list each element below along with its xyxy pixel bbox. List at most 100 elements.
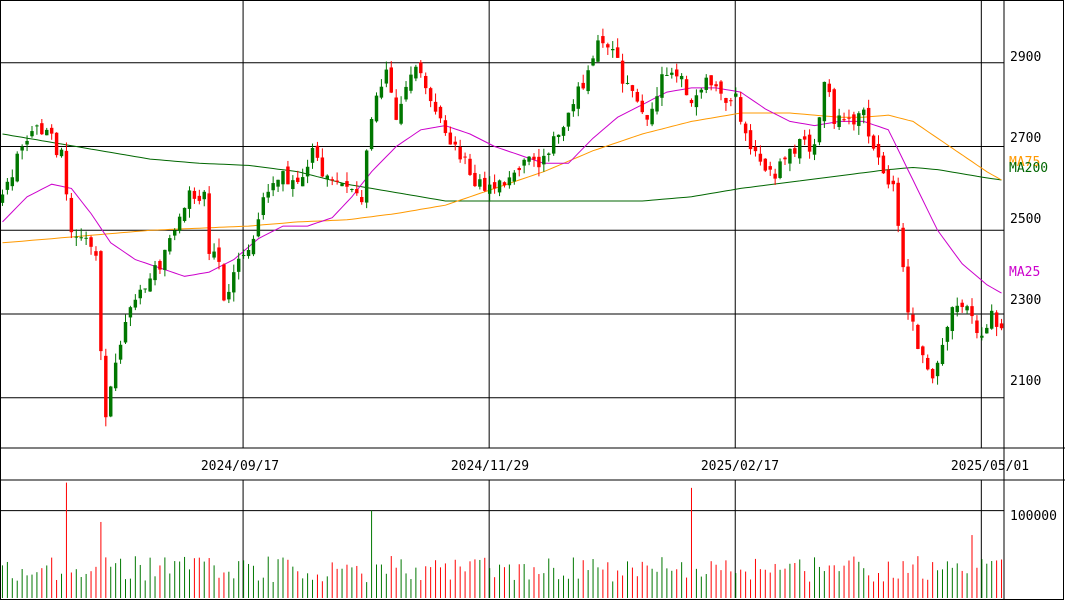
candle-body <box>123 321 128 343</box>
candle-body <box>925 357 930 370</box>
candle-body <box>271 183 275 191</box>
candle-body <box>778 161 782 178</box>
candle-body <box>192 190 197 199</box>
candle-body <box>492 182 497 189</box>
candle-body <box>168 238 172 252</box>
candle-body <box>994 312 999 327</box>
candle-body <box>812 144 817 155</box>
candle-body <box>227 291 231 300</box>
candle-body <box>276 179 280 187</box>
candle-body <box>64 150 69 195</box>
candle-body <box>876 143 881 158</box>
candle-body <box>566 112 571 127</box>
candle-body <box>163 249 167 270</box>
candle-body <box>320 157 325 177</box>
candle-body <box>980 335 984 338</box>
candle-body <box>483 177 487 191</box>
candle-body <box>502 182 507 186</box>
candle-body <box>84 237 88 239</box>
candle-body <box>857 113 861 126</box>
candle-body <box>827 83 832 93</box>
candle-body <box>35 125 39 127</box>
candle-body <box>522 159 526 166</box>
candle-body <box>611 49 615 51</box>
candle-body <box>296 177 300 183</box>
candle-body <box>719 81 723 94</box>
candle-body <box>999 323 1004 329</box>
candle-body <box>428 88 433 102</box>
candle-body <box>232 272 236 293</box>
candle-body <box>822 81 827 122</box>
candle-body <box>113 362 118 389</box>
candle-body <box>246 249 251 257</box>
candle-body <box>699 89 704 93</box>
candle-body <box>773 173 777 179</box>
axis-labels: 2900 2700 2500 2300 2100 100000 2024/09/… <box>201 50 1057 524</box>
date-label: 2024/09/17 <box>201 459 279 474</box>
candle-body <box>340 183 344 187</box>
candle-body <box>463 156 467 158</box>
candle-body <box>635 91 640 102</box>
candle-body <box>935 362 940 377</box>
candle-body <box>325 175 330 180</box>
candle-body <box>153 265 157 281</box>
candle-body <box>561 127 566 136</box>
candle-body <box>689 99 694 104</box>
candle-body <box>138 289 142 299</box>
legend-ma25: MA25 <box>1009 265 1040 280</box>
candle-body <box>748 130 753 150</box>
volume-bars <box>1 482 1003 598</box>
candle-body <box>507 177 512 186</box>
legend-ma200: MA200 <box>1009 161 1048 176</box>
candle-body <box>891 180 895 185</box>
candle-body <box>448 132 453 145</box>
price-tick-label: 2300 <box>1010 293 1041 308</box>
candle-body <box>945 326 950 342</box>
candle-body <box>881 155 886 174</box>
candle-body <box>217 247 221 262</box>
candlesticks <box>0 28 1004 427</box>
price-tick-label: 2100 <box>1010 374 1041 389</box>
candle-body <box>970 306 974 317</box>
legend-ma75: MA75 <box>1009 155 1040 170</box>
price-tick-label: 2500 <box>1010 212 1041 227</box>
candle-body <box>734 93 738 97</box>
candle-body <box>128 307 133 318</box>
candle-body <box>724 98 728 103</box>
candle-body <box>576 86 581 109</box>
candle-body <box>256 219 261 237</box>
candle-body <box>743 123 748 134</box>
candle-body <box>896 182 900 226</box>
candle-body <box>54 132 59 156</box>
candle-body <box>212 251 216 258</box>
candle-body <box>261 197 266 216</box>
candle-body <box>360 197 364 203</box>
candle-body <box>148 278 152 292</box>
candle-body <box>630 85 635 91</box>
candle-body <box>5 181 10 190</box>
candle-body <box>709 75 713 86</box>
candle-body <box>852 114 856 125</box>
candle-body <box>79 237 83 239</box>
candle-body <box>414 66 418 79</box>
candle-body <box>236 258 241 272</box>
candle-body <box>473 172 477 187</box>
candle-body <box>49 127 54 134</box>
candle-body <box>345 181 349 187</box>
candle-body <box>187 190 192 209</box>
candle-body <box>871 135 876 149</box>
candle-body <box>679 75 684 80</box>
ma200-line <box>2 133 1002 202</box>
candle-body <box>364 150 369 203</box>
candle-body <box>625 82 630 84</box>
candle-body <box>793 148 797 154</box>
candle-body <box>15 153 19 182</box>
date-label: 2025/05/01 <box>951 459 1029 474</box>
candle-body <box>423 75 428 89</box>
candle-body <box>665 74 669 76</box>
candle-body <box>310 148 315 163</box>
candle-body <box>291 180 295 190</box>
candle-body <box>620 60 625 84</box>
